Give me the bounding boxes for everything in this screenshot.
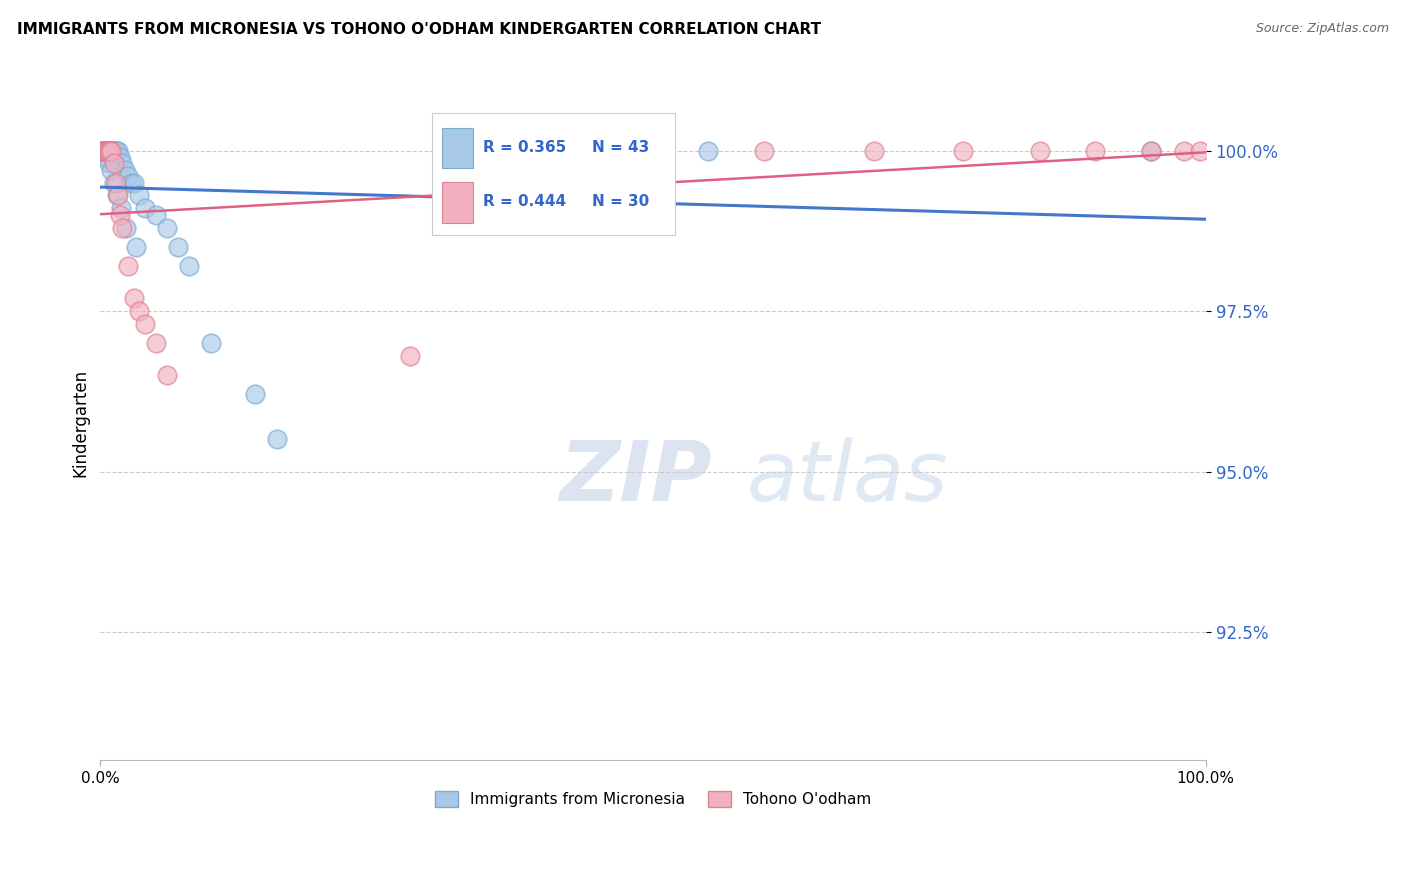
Point [94, 144, 117, 158]
Point [91, 144, 114, 158]
Point [94, 144, 117, 158]
Point [111, 220, 134, 235]
Point [104, 144, 127, 158]
Point [114, 162, 136, 177]
Point [200, 336, 222, 351]
Point [103, 156, 125, 170]
Point [98, 144, 121, 158]
Point [98, 144, 121, 158]
Point [166, 240, 188, 254]
Point [120, 176, 142, 190]
Point [114, 220, 136, 235]
Point [100, 162, 122, 177]
Text: atlas: atlas [747, 437, 949, 517]
Point [110, 150, 132, 164]
Point [107, 144, 129, 158]
Point [93, 144, 115, 158]
Point [1139, 144, 1161, 158]
Point [122, 291, 145, 305]
Point [97, 144, 120, 158]
Point [752, 144, 775, 158]
Point [93, 144, 115, 158]
Point [101, 144, 124, 158]
Point [104, 144, 127, 158]
Point [93, 144, 115, 158]
Point [697, 144, 720, 158]
Point [156, 368, 179, 383]
Point [97, 156, 120, 170]
Point [103, 144, 125, 158]
Point [1189, 144, 1212, 158]
Point [1173, 144, 1195, 158]
Point [117, 169, 139, 184]
Point [94, 144, 117, 158]
Point [91, 144, 114, 158]
Point [107, 188, 129, 202]
Point [97, 144, 120, 158]
Point [117, 259, 139, 273]
Point [399, 349, 422, 363]
Y-axis label: Kindergarten: Kindergarten [72, 369, 89, 477]
Point [90, 144, 112, 158]
Point [107, 188, 129, 202]
Point [110, 208, 132, 222]
Point [100, 144, 122, 158]
Point [96, 144, 118, 158]
Point [100, 144, 122, 158]
Point [91, 144, 114, 158]
Point [98, 144, 121, 158]
Point [125, 240, 148, 254]
Point [952, 144, 974, 158]
Point [90, 144, 112, 158]
Text: Source: ZipAtlas.com: Source: ZipAtlas.com [1256, 22, 1389, 36]
Point [122, 176, 145, 190]
Point [266, 433, 288, 447]
Point [110, 202, 132, 216]
Point [863, 144, 886, 158]
Point [1029, 144, 1052, 158]
Point [145, 336, 167, 351]
Point [134, 202, 156, 216]
Text: ZIP: ZIP [560, 437, 711, 517]
Point [94, 144, 117, 158]
Point [243, 387, 266, 401]
Text: IMMIGRANTS FROM MICRONESIA VS TOHONO O'ODHAM KINDERGARTEN CORRELATION CHART: IMMIGRANTS FROM MICRONESIA VS TOHONO O'O… [17, 22, 821, 37]
Legend: Immigrants from Micronesia, Tohono O'odham: Immigrants from Micronesia, Tohono O'odh… [429, 785, 877, 814]
Point [128, 188, 150, 202]
Point [134, 317, 156, 331]
Point [1084, 144, 1107, 158]
Point [111, 156, 134, 170]
Point [128, 304, 150, 318]
Point [98, 144, 121, 158]
Point [1139, 144, 1161, 158]
Point [96, 144, 118, 158]
Point [104, 176, 127, 190]
Point [145, 208, 167, 222]
Point [103, 176, 125, 190]
Point [177, 259, 200, 273]
Point [96, 150, 118, 164]
Point [105, 144, 128, 158]
Point [156, 220, 179, 235]
